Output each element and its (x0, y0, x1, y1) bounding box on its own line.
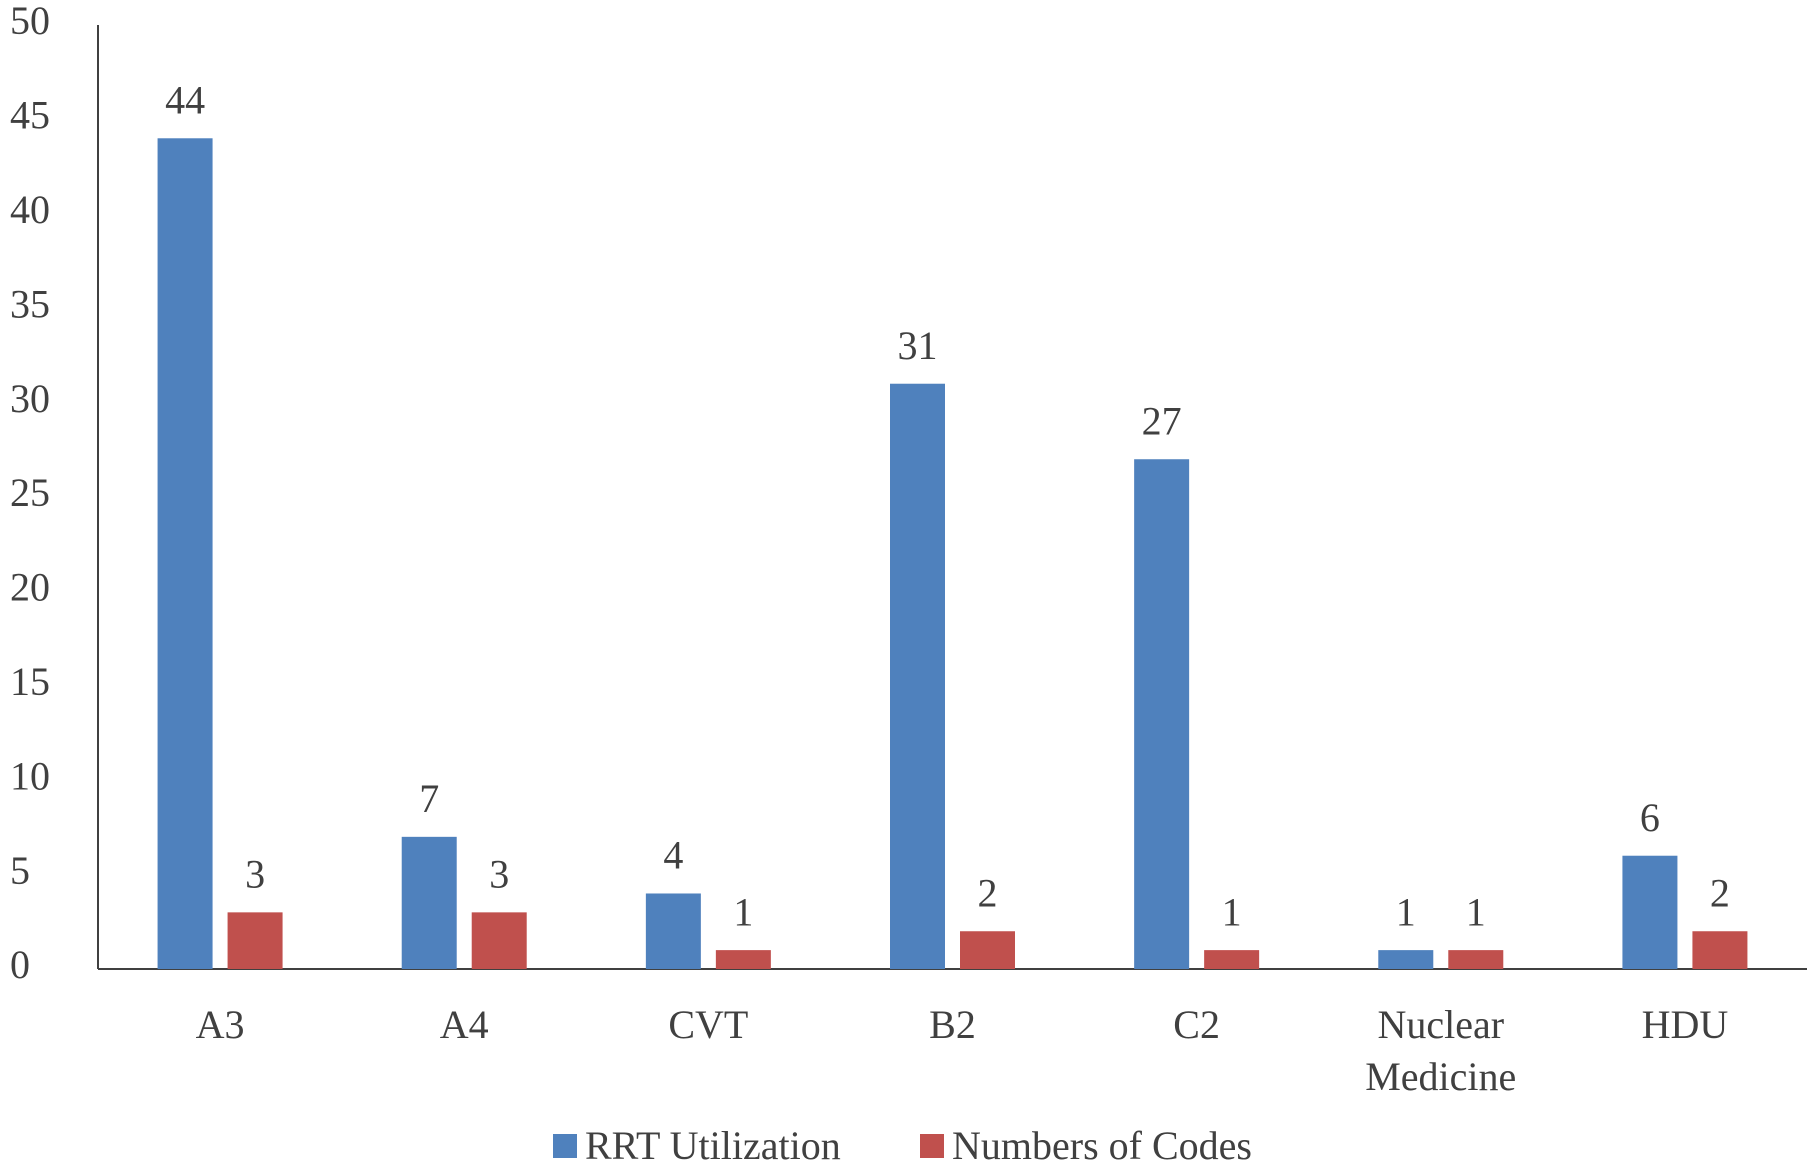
x-tick-label: A4 (439, 1002, 489, 1047)
data-label: 2 (978, 870, 998, 915)
y-tick-label: 35 (10, 281, 50, 326)
bar (645, 893, 701, 969)
data-label: 44 (165, 77, 205, 122)
legend-swatch (920, 1133, 944, 1158)
legend-swatch (553, 1133, 577, 1158)
data-label: 1 (1396, 889, 1416, 934)
data-label: 1 (733, 889, 753, 934)
data-label: 27 (1142, 398, 1182, 443)
y-tick-label: 50 (10, 0, 50, 43)
y-tick-label: 5 (10, 848, 30, 893)
y-tick-label: 30 (10, 376, 50, 421)
y-tick-label: 0 (10, 942, 30, 987)
legend-item: RRT Utilization (553, 1122, 841, 1169)
y-tick-label: 25 (10, 470, 50, 515)
bar (1134, 459, 1190, 969)
x-tick-label: C2 (1173, 1002, 1220, 1047)
y-tick-label: 40 (10, 187, 50, 232)
data-label: 1 (1466, 889, 1486, 934)
x-tick-label: HDU (1641, 1002, 1729, 1047)
data-label: 2 (1710, 870, 1730, 915)
bar (890, 383, 945, 970)
bar (471, 912, 527, 969)
bar (1622, 855, 1678, 969)
data-label: 6 (1640, 795, 1660, 840)
legend-label: Numbers of Codes (952, 1123, 1252, 1168)
legend-label: RRT Utilization (585, 1123, 841, 1168)
y-tick-label: 45 (10, 93, 50, 138)
bar (1692, 931, 1748, 969)
data-label: 1 (1222, 889, 1242, 934)
bar (715, 950, 771, 969)
data-label: 4 (663, 833, 683, 878)
bar (1448, 950, 1504, 969)
data-label: 31 (898, 323, 938, 368)
x-tick-label: CVT (668, 1002, 749, 1047)
data-label: 7 (419, 776, 439, 821)
bar (227, 912, 283, 969)
bar (401, 836, 457, 969)
y-tick-label: 15 (10, 659, 50, 704)
x-tick-label: B2 (929, 1002, 976, 1047)
data-label: 3 (245, 852, 265, 897)
bar (960, 931, 1015, 969)
bar (1378, 950, 1434, 969)
x-tick-label: A3 (195, 1002, 245, 1047)
bar (1204, 950, 1260, 969)
y-tick-label: 10 (10, 753, 50, 798)
bar (157, 138, 213, 969)
y-tick-label: 20 (10, 565, 50, 610)
x-tick-label: Nuclear Medicine (1365, 1002, 1517, 1099)
data-label: 3 (489, 852, 509, 897)
legend-item: Numbers of Codes (920, 1122, 1252, 1169)
